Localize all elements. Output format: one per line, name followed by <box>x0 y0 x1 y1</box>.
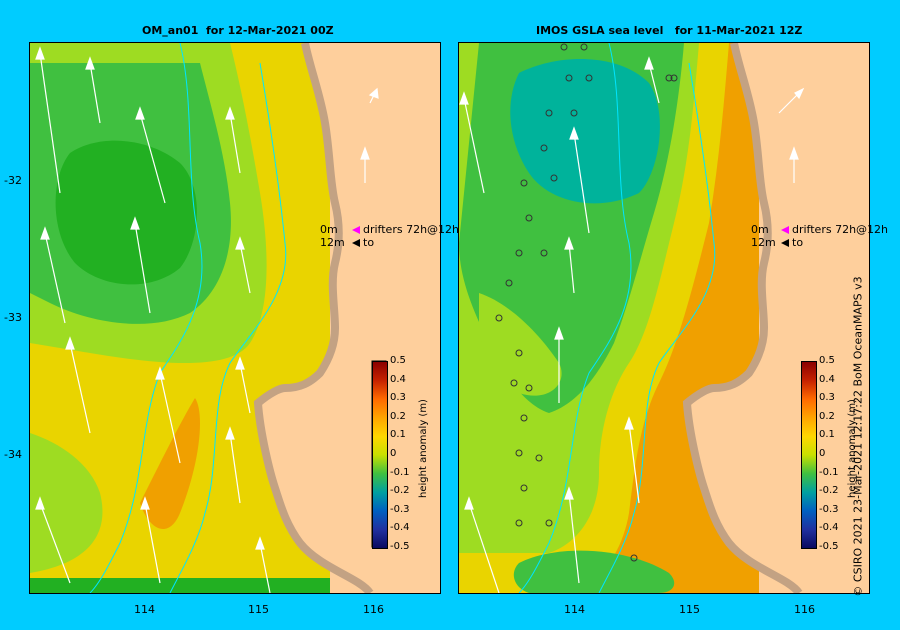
colorbar-tick: -0.1 <box>390 466 410 478</box>
colorbar-tick: 0.3 <box>819 392 835 404</box>
right-lon-tick-2: 115 <box>679 603 700 616</box>
colorbar-tick: -0.1 <box>819 466 839 478</box>
drifter-legend-magenta-arrow <box>352 226 360 234</box>
right-panel-title: IMOS GSLA sea level for 11-Mar-2021 12Z <box>536 24 803 37</box>
colorbar-tick: -0.3 <box>819 503 839 515</box>
coastline-shelf <box>682 43 803 593</box>
sea-level-yellowgreen-south <box>30 433 103 573</box>
observation-markers <box>495 43 678 562</box>
sea-level-green-south-edge <box>30 578 330 593</box>
left-map-svg <box>30 43 440 593</box>
velocity-arrows <box>35 46 379 593</box>
colorbar-tick: 0.2 <box>390 410 406 422</box>
right-legend-drifters: drifters 72h@12h <box>792 223 889 236</box>
left-lon-tick-2: 115 <box>248 603 269 616</box>
colorbar-tick: 0.1 <box>390 429 406 441</box>
colorbar-tick: 0.2 <box>819 410 835 422</box>
right-lon-tick-1: 114 <box>564 603 585 616</box>
left-colorbar-label: height anomaly (m) <box>417 399 429 498</box>
colorbar-tick: -0.4 <box>819 522 839 534</box>
right-map-svg <box>459 43 869 593</box>
right-legend-0m: 0m <box>751 223 769 236</box>
coastline-shelf <box>253 43 374 593</box>
sea-level-yellowgreen-center <box>479 293 562 396</box>
colorbar-tick: -0.5 <box>819 541 839 552</box>
colorbar-tick: -0.2 <box>819 485 839 497</box>
right-legend-12m: 12m <box>751 236 776 249</box>
colorbar-tick: 0.5 <box>390 355 406 366</box>
right-colorbar-fill <box>801 361 817 549</box>
colorbar-tick: 0.4 <box>819 373 835 385</box>
right-legend-to: to <box>792 236 804 249</box>
lat-tick-2: -33 <box>4 311 22 324</box>
right-lon-tick-3: 116 <box>794 603 815 616</box>
left-legend-12m: 12m <box>320 236 345 249</box>
left-panel-title: OM_an01 for 12-Mar-2021 00Z <box>142 24 334 37</box>
left-map-panel: 0m 12m drifters 72h@12h to 0.5 0.4 0.3 0.2 0… <box>29 42 459 594</box>
colorbar-tick: -0.5 <box>390 541 410 552</box>
lat-tick-3: -34 <box>4 448 22 461</box>
land-mass <box>687 43 869 593</box>
colorbar-tick: 0 <box>390 448 397 459</box>
credit-line: © CSIRO 2021 23-Mar-2021 12:17:22 BoM Oc… <box>851 276 865 597</box>
colorbar-tick: -0.2 <box>390 485 410 497</box>
colorbar-tick: -0.3 <box>390 503 410 515</box>
sea-level-darkgreen-eddy <box>55 140 197 285</box>
colorbar-tick: -0.4 <box>390 522 410 534</box>
colorbar-tick: 0.3 <box>390 392 406 404</box>
left-legend-to: to <box>363 236 375 249</box>
colorbar-tick: 0.4 <box>390 373 406 385</box>
drifter-legend-magenta-arrow <box>781 226 789 234</box>
lat-tick-1: -32 <box>4 174 22 187</box>
drifter-legend-black-arrow <box>352 239 360 247</box>
colorbar-tick: 0 <box>819 448 826 459</box>
sea-level-orange-patch <box>140 398 200 530</box>
depth-contour-deep <box>89 43 203 593</box>
drifter-legend-black-arrow <box>781 239 789 247</box>
left-lon-tick-1: 114 <box>134 603 155 616</box>
depth-contour-shelf <box>598 62 716 593</box>
left-lon-tick-3: 116 <box>363 603 384 616</box>
depth-contour-shelf <box>169 62 287 593</box>
colorbar-tick: 0.1 <box>819 429 835 441</box>
colorbar-tick: 0.5 <box>819 355 835 366</box>
sea-level-teal-eddy <box>510 59 660 204</box>
velocity-arrows <box>459 56 805 593</box>
left-colorbar-fill <box>372 361 388 549</box>
left-legend-drifters: drifters 72h@12h <box>363 223 460 236</box>
left-legend-0m: 0m <box>320 223 338 236</box>
land-mass <box>258 43 440 593</box>
right-map-panel: 0m 12m drifters 72h@12h to 0.5 0.4 0.3 0.2 0… <box>458 42 888 594</box>
depth-contour-deep <box>518 43 632 593</box>
